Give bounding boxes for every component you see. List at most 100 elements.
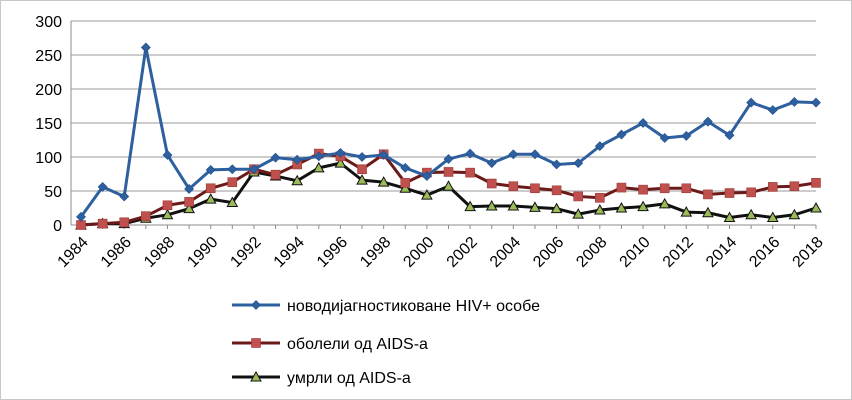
point-s3-2017 (788, 208, 801, 220)
point-s1-2018 (811, 97, 821, 108)
x-tick-label-2018: 2018 (790, 234, 827, 271)
point-s2-2005 (530, 183, 540, 194)
x-tick-label-1992: 1992 (227, 234, 264, 271)
point-s3-1994 (291, 174, 304, 186)
point-s3-1996 (334, 157, 347, 168)
x-tick-label-2002: 2002 (444, 234, 481, 271)
point-s1-1991 (227, 164, 238, 175)
point-s1-1993 (270, 152, 281, 163)
point-s3-2013 (702, 206, 714, 218)
point-s2-2002 (465, 167, 475, 178)
x-tick-label-1986: 1986 (98, 234, 135, 271)
y-tick-label-0: 0 (53, 218, 62, 235)
point-s1-2011 (659, 133, 670, 143)
point-s2-1999 (400, 178, 411, 188)
point-s2-2007 (573, 191, 584, 202)
point-s1-1987 (140, 42, 151, 53)
point-s3-1990 (204, 193, 217, 204)
point-s3-2016 (766, 211, 779, 223)
x-tick-label-2012: 2012 (660, 234, 697, 271)
point-s2-2008 (595, 193, 605, 203)
legend-marker-1 (251, 300, 261, 310)
legend-label-2: оболели од AIDS-а (287, 336, 428, 353)
point-s1-2012 (681, 130, 692, 141)
point-s2-2004 (508, 181, 519, 192)
point-s3-1999 (399, 182, 412, 193)
y-tick-label-100: 100 (35, 150, 62, 167)
point-s1-1989 (184, 184, 195, 194)
point-s2-2017 (789, 181, 800, 192)
point-s2-2018 (811, 178, 821, 188)
point-s2-1993 (270, 169, 281, 180)
point-s3-2014 (723, 211, 736, 223)
point-s1-2004 (508, 149, 519, 160)
x-tick-label-1994: 1994 (271, 234, 308, 271)
point-s1-1985 (97, 181, 108, 192)
point-s1-1995 (313, 151, 324, 162)
point-s2-2009 (616, 182, 627, 193)
x-tick-label-1990: 1990 (184, 234, 221, 271)
legend-marker-3 (250, 370, 262, 382)
x-tick-label-1984: 1984 (55, 234, 92, 271)
point-s3-2009 (615, 201, 628, 213)
point-s1-2017 (789, 96, 800, 107)
point-s3-2004 (507, 199, 520, 211)
point-s3-2003 (485, 199, 498, 211)
point-s2-1987 (141, 211, 151, 221)
y-tick-label-250: 250 (35, 48, 62, 65)
point-s1-2007 (573, 158, 584, 169)
y-tick-label-300: 300 (35, 14, 62, 31)
point-s3-1991 (226, 196, 239, 208)
point-s3-2018 (810, 201, 822, 213)
point-s1-2006 (551, 159, 562, 170)
point-s2-1997 (357, 164, 367, 175)
point-s2-2013 (703, 189, 713, 200)
x-tick-label-2004: 2004 (487, 234, 524, 271)
point-s1-1996 (335, 147, 346, 158)
x-tick-label-1998: 1998 (357, 234, 394, 271)
point-s1-2000 (421, 171, 432, 181)
point-s3-2007 (572, 208, 585, 219)
point-s3-1997 (356, 174, 368, 185)
point-s1-2001 (443, 154, 454, 164)
point-s3-1989 (183, 202, 195, 214)
point-s2-1985 (97, 218, 108, 229)
x-tick-label-2014: 2014 (703, 234, 740, 271)
point-s2-2003 (486, 178, 497, 189)
point-s1-2015 (746, 97, 757, 108)
point-s1-2005 (530, 149, 540, 160)
point-s2-2010 (638, 184, 648, 195)
point-s2-1989 (184, 197, 194, 207)
point-s1-1999 (400, 162, 411, 173)
point-s2-2016 (767, 182, 778, 192)
y-tick-label-200: 200 (35, 82, 62, 99)
point-s3-2011 (658, 197, 671, 209)
point-s2-1991 (227, 177, 238, 187)
point-s3-1995 (312, 161, 325, 173)
x-tick-label-1996: 1996 (314, 234, 351, 271)
x-tick-label-2010: 2010 (617, 234, 654, 271)
point-s2-2012 (681, 183, 692, 194)
y-tick-label-50: 50 (44, 184, 62, 201)
point-s1-2002 (465, 148, 476, 159)
x-tick-label-2008: 2008 (573, 234, 610, 271)
point-s1-1997 (357, 152, 367, 162)
point-s1-2008 (594, 141, 605, 152)
point-s2-1986 (119, 217, 130, 228)
point-s1-2003 (486, 158, 497, 169)
point-s2-2014 (724, 188, 735, 198)
point-s2-2006 (551, 185, 562, 196)
point-s1-1984 (76, 211, 86, 222)
point-s1-2009 (616, 129, 627, 140)
point-s3-2010 (637, 200, 649, 212)
legend-label-1: новодијагностиковане HIV+ особе (287, 298, 540, 315)
point-s3-2001 (442, 180, 455, 191)
point-s3-2008 (593, 204, 606, 215)
point-s1-1992 (249, 164, 259, 175)
x-tick-label-1988: 1988 (141, 234, 178, 271)
point-s2-2011 (659, 183, 670, 194)
point-s1-2013 (702, 116, 713, 127)
point-s1-2014 (724, 130, 735, 141)
legend-label-3: умрли од AIDS-а (287, 370, 411, 387)
